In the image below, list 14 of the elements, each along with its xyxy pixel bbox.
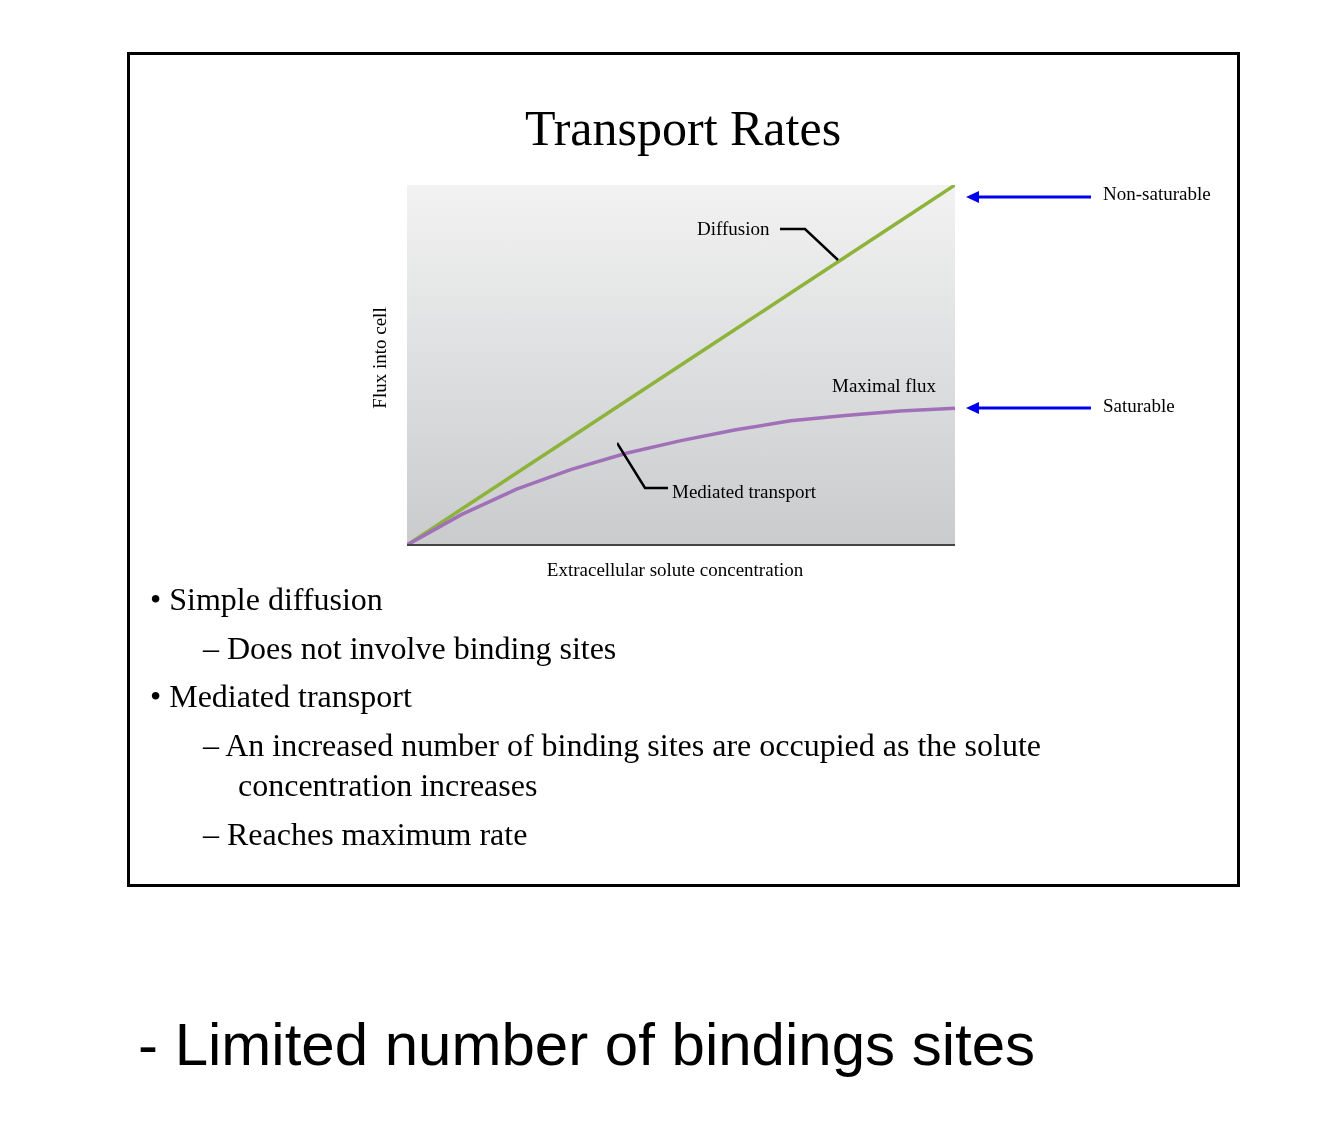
chart-title: Transport Rates — [523, 99, 843, 158]
text: Diffusion — [697, 218, 770, 240]
text: - Limited number of bindings sites — [138, 1010, 1037, 1080]
text: Saturable — [1103, 394, 1175, 418]
text: – An increased number of binding sites are occupied as the solute concentration increases — [203, 726, 1042, 805]
text: – Reaches maximum rate — [203, 814, 529, 854]
text: Non-saturable — [1103, 182, 1211, 206]
y-axis-title: Flux into cell — [368, 306, 391, 411]
series-label: Mediated transport — [672, 481, 817, 503]
text: • Simple diffusion — [150, 579, 384, 619]
x-axis-title: Extracellular solute concentration — [545, 558, 805, 582]
annotation: Maximal flux — [832, 374, 936, 398]
text: • Mediated transport — [150, 676, 413, 716]
text: – Does not involve binding sites — [203, 628, 618, 668]
